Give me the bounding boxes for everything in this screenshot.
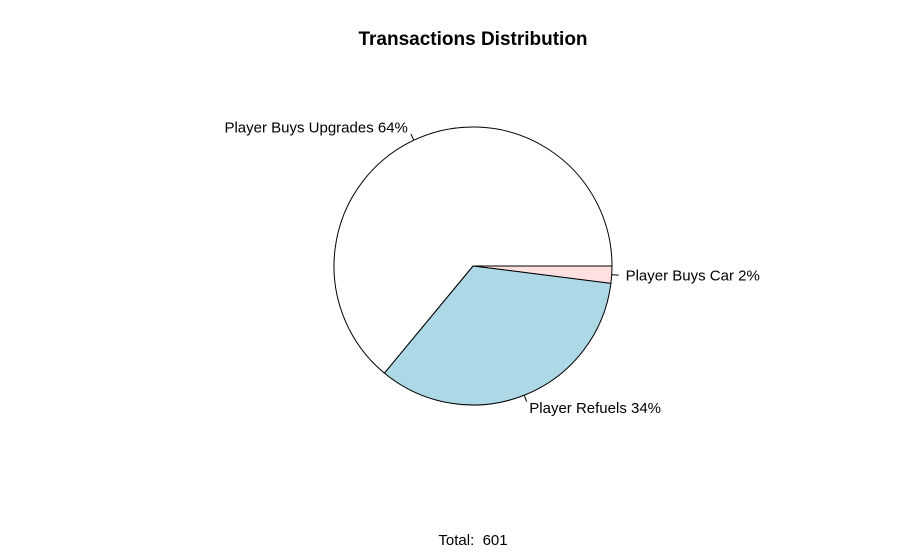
pie-slice: [383, 265, 612, 406]
pie-slice: [333, 126, 613, 374]
slice-label-tick: [410, 133, 415, 141]
slice-label: Player Buys Car 2%: [626, 268, 760, 285]
chart-title: Transactions Distribution: [358, 29, 588, 50]
total-footer: Total: 601: [438, 532, 508, 549]
slice-label: Player Buys Upgrades 64%: [224, 120, 407, 137]
slice-label-tick: [523, 395, 528, 402]
slice-label: Player Refuels 34%: [529, 400, 661, 417]
